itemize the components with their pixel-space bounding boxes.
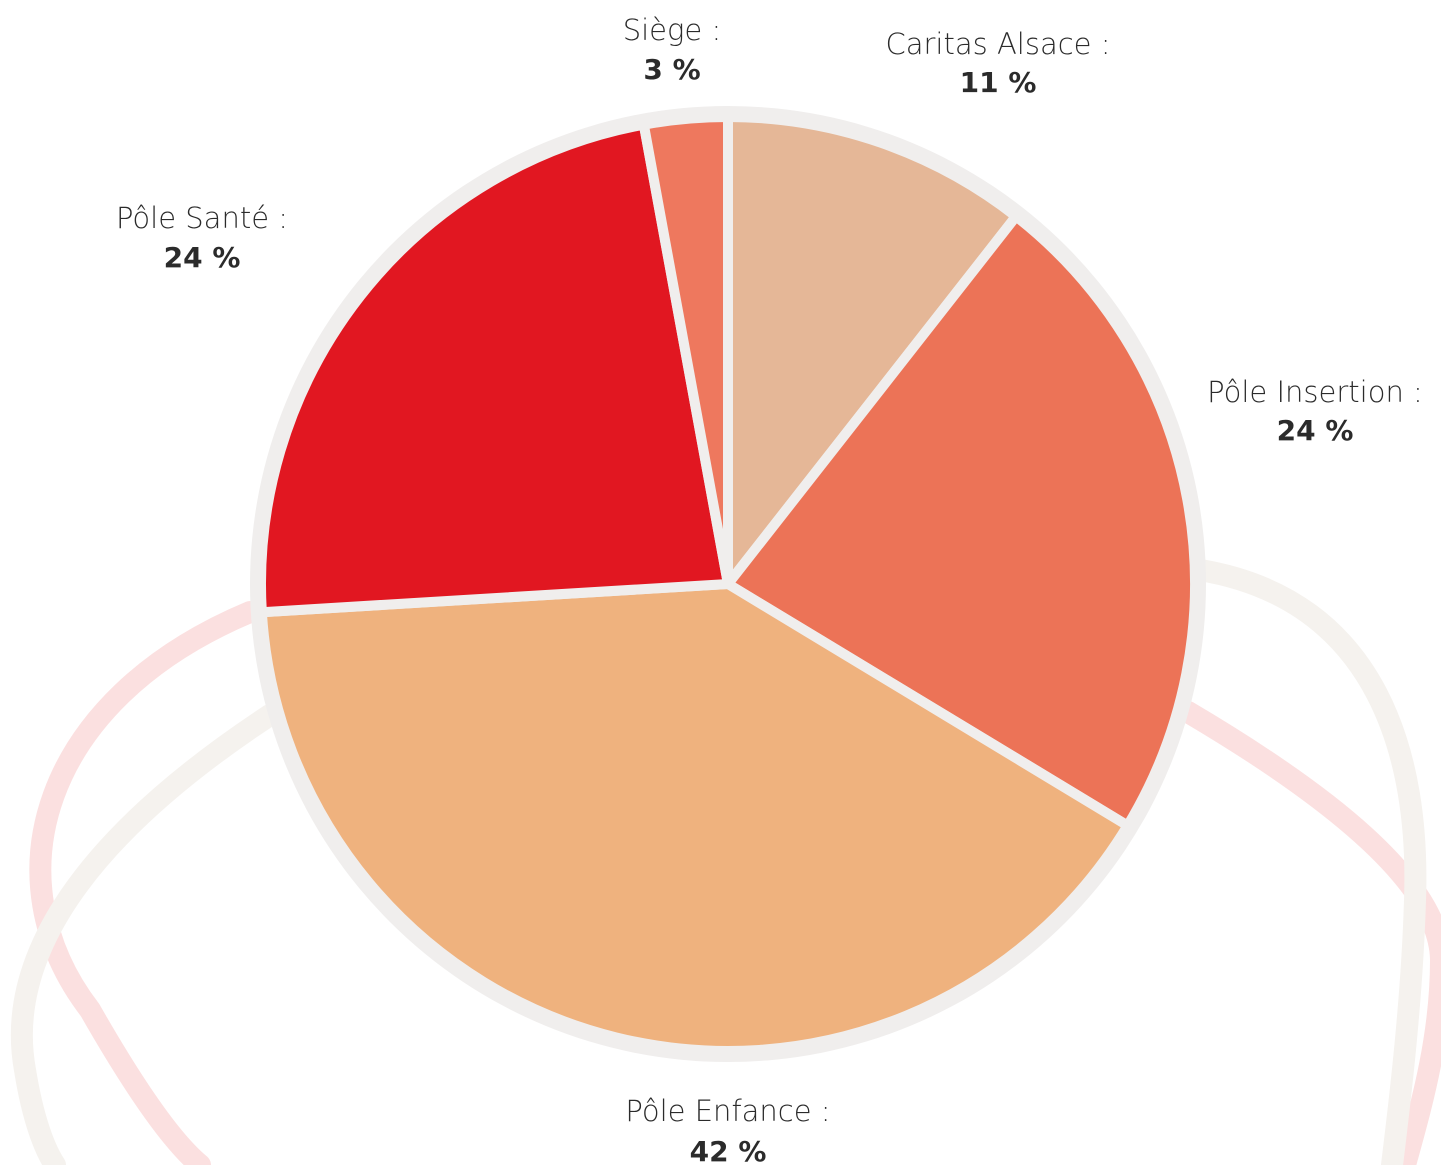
- pie-slice-sante: [256, 119, 733, 618]
- pie-slice-insertion: [723, 211, 1200, 831]
- slice-value-insertion: 24 %: [1277, 414, 1354, 447]
- slice-label-group-sante: Pôle Santé : 24 %: [116, 201, 288, 274]
- slice-value-enfance: 42 %: [690, 1135, 767, 1165]
- background-curve-beige-right: [1189, 559, 1427, 1165]
- background-curve-beige: [10, 704, 281, 1165]
- slice-label-sante: Pôle Santé :: [116, 201, 288, 235]
- slice-label-insertion: Pôle Insertion :: [1207, 375, 1423, 409]
- slice-label-enfance: Pôle Enfance :: [625, 1094, 830, 1128]
- background-curves: [10, 559, 1441, 1165]
- slice-value-sante: 24 %: [164, 241, 241, 274]
- pie-slice-caritas: [723, 112, 1022, 589]
- slice-value-caritas: 11 %: [960, 66, 1037, 99]
- pie-slices: [256, 112, 1200, 1056]
- slice-label-group-enfance: Pôle Enfance : 42 %: [625, 1094, 830, 1165]
- slice-label-siege: Siège :: [623, 13, 722, 47]
- slice-label-caritas: Caritas Alsace :: [885, 27, 1110, 61]
- slice-label-group-insertion: Pôle Insertion : 24 %: [1207, 375, 1423, 447]
- pie-slice-siege: [638, 112, 733, 589]
- slice-label-group-siege: Siège : 3 %: [623, 13, 722, 86]
- pie-slice-enfance: [256, 579, 1133, 1056]
- slice-label-group-caritas: Caritas Alsace : 11 %: [885, 27, 1110, 99]
- background-curve-pink-right: [1177, 701, 1441, 1165]
- slice-value-siege: 3 %: [643, 53, 700, 86]
